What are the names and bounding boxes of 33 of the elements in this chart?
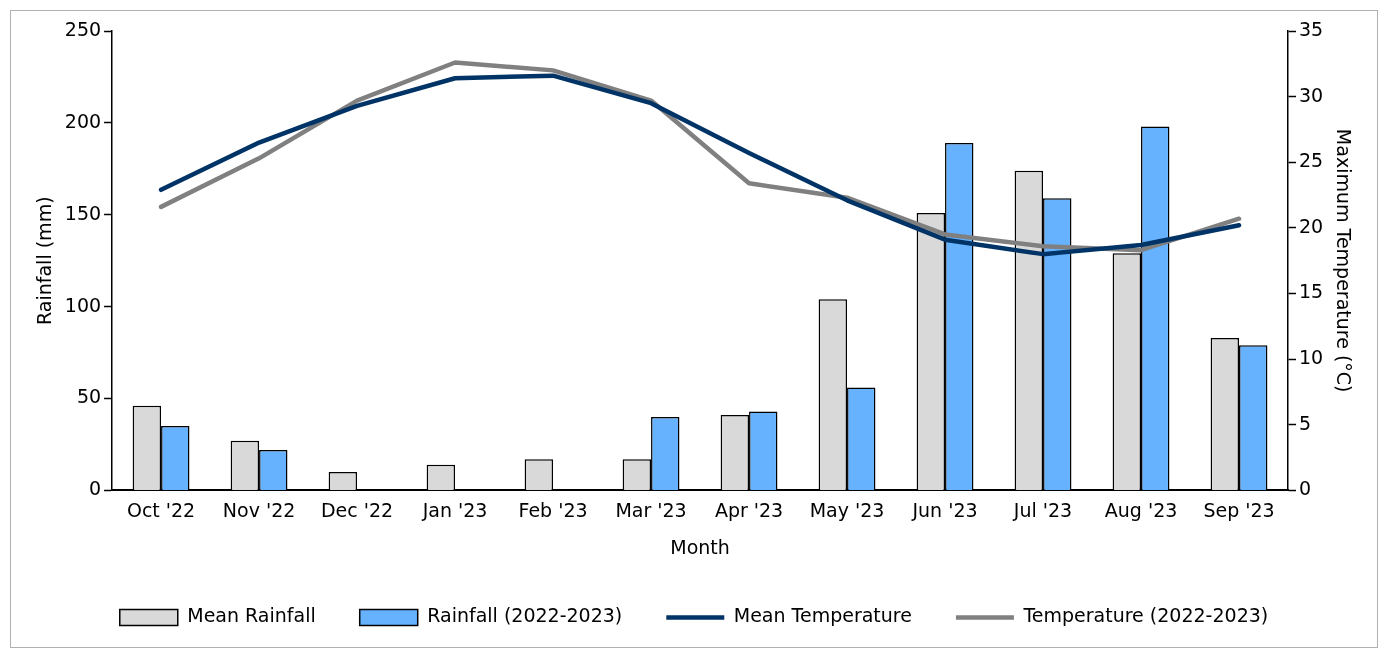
x-tick-label: Jan '23 [421, 498, 488, 521]
y2-tick-label: 0 [1299, 477, 1312, 500]
y-tick-label: 0 [88, 477, 102, 500]
y2-axis-title: Maximum Temperature (°C) [1332, 128, 1355, 393]
x-tick-label: Apr '23 [714, 498, 784, 521]
y2-tick-label: 10 [1299, 346, 1324, 369]
x-tick-label: Dec '22 [320, 498, 394, 521]
y-tick-label: 200 [64, 109, 102, 132]
x-tick-label: Feb '23 [518, 498, 588, 521]
x-tick-label: Mar '23 [615, 498, 687, 521]
y2-tick-label: 20 [1299, 214, 1324, 237]
x-tick-label: Oct '22 [126, 498, 196, 521]
x-tick-label: Nov '22 [222, 498, 296, 521]
y-tick-label: 250 [64, 17, 102, 40]
legend-label: Temperature (2022-2023) [1022, 604, 1269, 627]
x-tick-label: Sep '23 [1203, 498, 1275, 521]
x-tick-label: Jun '23 [911, 498, 978, 521]
y-tick-label: 150 [64, 201, 102, 224]
y2-tick-label: 15 [1299, 280, 1324, 303]
legend-label: Rainfall (2022-2023) [427, 604, 623, 627]
y-axis-title: Rainfall (mm) [33, 196, 56, 325]
x-axis-title: Month [670, 535, 730, 558]
y-tick-label: 100 [64, 293, 102, 316]
y2-tick-label: 30 [1299, 83, 1324, 106]
legend-label: Mean Temperature [733, 604, 912, 627]
y2-tick-label: 25 [1299, 149, 1324, 172]
x-tick-label: Aug '23 [1104, 498, 1178, 521]
y-tick-label: 50 [76, 385, 102, 408]
y2-tick-label: 5 [1299, 411, 1312, 434]
x-tick-label: Jul '23 [1012, 498, 1073, 521]
x-tick-label: May '23 [809, 498, 885, 521]
legend-label: Mean Rainfall [187, 604, 316, 627]
y2-tick-label: 35 [1299, 17, 1324, 40]
